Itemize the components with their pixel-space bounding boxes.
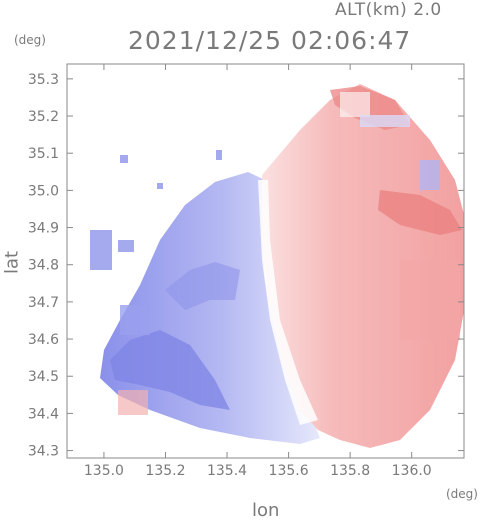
echo-gap	[340, 92, 370, 117]
y-axis-ticks: 35.3 35.2 35.1 35.0 34.9 34.8 34.7 34.6 34.5 34.4…	[28, 72, 464, 460]
echo-patch	[157, 183, 163, 189]
x-axis-label: lon	[252, 500, 280, 521]
y-tick-label: 35.0	[28, 183, 59, 199]
x-tick-label: 135.2	[145, 463, 185, 479]
y-tick-label: 34.7	[28, 295, 59, 311]
velocity-field	[90, 84, 464, 448]
echo-patch	[216, 150, 222, 160]
y-tick-label: 34.8	[28, 258, 59, 274]
x-tick-label: 136.0	[392, 463, 432, 479]
echo-patch	[90, 230, 112, 270]
echo-patch	[120, 305, 150, 335]
y-tick-label: 34.5	[28, 369, 59, 385]
y-unit-label: (deg)	[14, 33, 46, 47]
x-tick-label: 135.6	[269, 463, 309, 479]
y-tick-label: 35.1	[28, 146, 59, 162]
x-tick-label: 135.4	[207, 463, 247, 479]
y-tick-label: 34.4	[28, 406, 59, 422]
receding-region	[262, 84, 464, 448]
altitude-label: ALT(km) 2.0	[335, 0, 442, 20]
y-tick-label: 34.9	[28, 221, 59, 237]
inbound-arc	[165, 262, 240, 310]
echo-patch	[118, 390, 148, 415]
echo-patch	[400, 260, 460, 340]
y-tick-label: 34.6	[28, 332, 59, 348]
y-tick-label: 35.3	[28, 72, 59, 88]
x-axis-ticks: 135.0 135.2 135.4 135.6 135.8 136.0	[84, 64, 432, 479]
timestamp-title: 2021/12/25 02:06:47	[128, 26, 412, 55]
plot-frame	[66, 63, 465, 459]
x-unit-label: (deg)	[446, 487, 478, 501]
y-tick-label: 34.3	[28, 444, 59, 460]
outbound-streak-east	[378, 190, 462, 235]
echo-patch	[420, 160, 440, 190]
echo-patch	[360, 115, 410, 127]
zero-velocity-band	[258, 180, 318, 425]
x-tick-label: 135.8	[330, 463, 370, 479]
echo-patch	[120, 155, 128, 163]
y-tick-label: 35.2	[28, 109, 59, 125]
x-tick-label: 135.0	[84, 463, 124, 479]
strong-inbound-band	[110, 330, 230, 410]
echo-patch	[118, 240, 134, 252]
